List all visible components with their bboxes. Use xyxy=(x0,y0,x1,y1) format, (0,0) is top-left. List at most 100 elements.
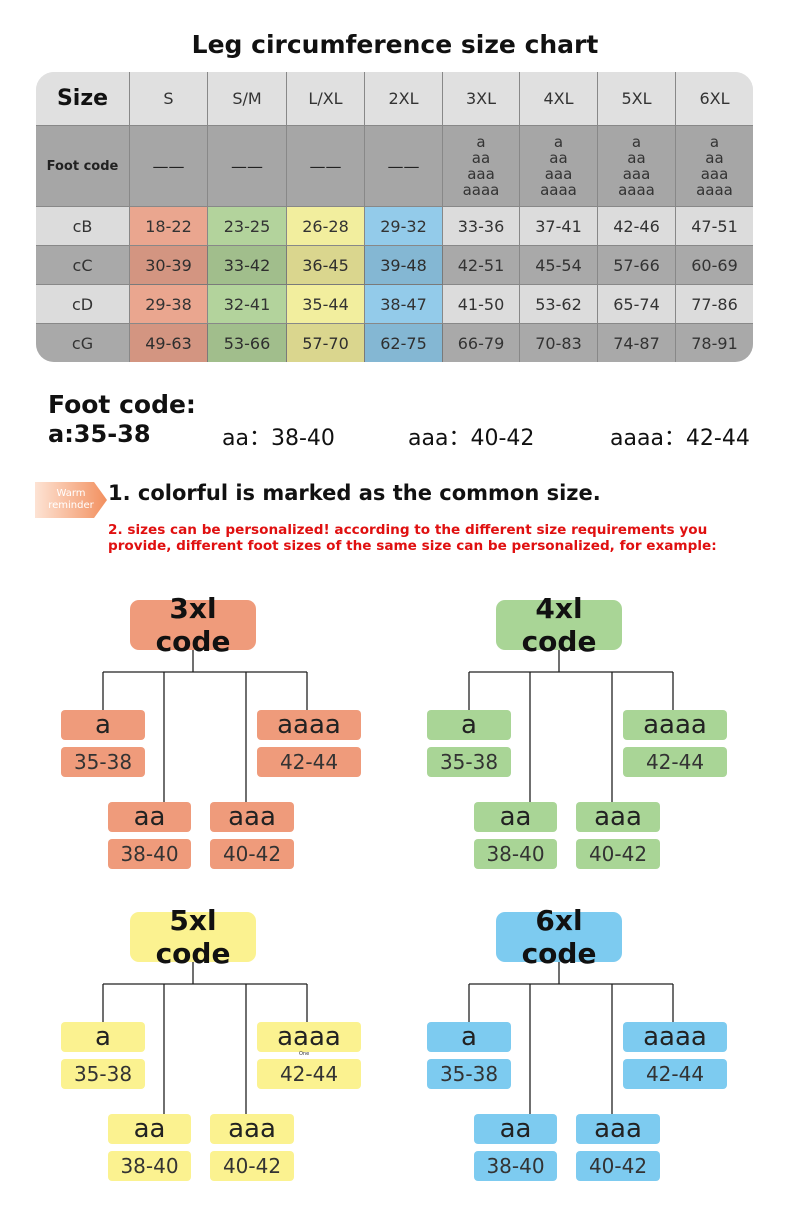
foot-code: aa xyxy=(705,149,724,167)
foot-code-cell: —— xyxy=(287,126,365,207)
foot-code-cell: a aa aaa aaaa xyxy=(520,126,598,207)
badge-text: Warm xyxy=(56,488,86,499)
leaf-code: aaa xyxy=(210,1114,294,1144)
foot-code: a xyxy=(709,133,720,151)
mark: One xyxy=(299,1051,310,1057)
size-range: 65-74 xyxy=(598,285,676,324)
leaf-code: aaa xyxy=(210,802,294,832)
row-label: cB xyxy=(36,207,130,246)
leaf-range: 38-40 xyxy=(474,839,557,869)
title: Leg circumference size chart xyxy=(191,29,599,59)
foot-code: aa xyxy=(471,149,491,167)
header-cell: S xyxy=(130,72,208,126)
foot-code-cell: a aa aaa aaaa xyxy=(598,126,676,207)
size-range: 37-41 xyxy=(520,207,598,246)
leaf-code: aaaa xyxy=(257,710,361,740)
header-cell: L/XL xyxy=(287,72,365,126)
leaf-range: 40-42 xyxy=(576,1151,660,1181)
foot-code: aaa xyxy=(700,165,729,183)
size-range: 53-62 xyxy=(520,285,598,324)
size-range: 18-22 xyxy=(130,207,208,246)
row-label: cC xyxy=(36,246,130,285)
code-title: 5xl code xyxy=(130,904,256,970)
size-range: 45-54 xyxy=(520,246,598,285)
size-range: 29-38 xyxy=(130,285,208,324)
foot-code-item: aa：38-40 xyxy=(222,426,335,451)
leaf-range: 42-44 xyxy=(257,1059,361,1089)
leaf-range: 40-42 xyxy=(210,1151,294,1181)
size-range: 23-25 xyxy=(208,207,287,246)
size-range: 30-39 xyxy=(130,246,208,285)
badge-text: reminder xyxy=(48,500,94,511)
leaf-code: aaa xyxy=(576,1114,660,1144)
header-cell: 6XL xyxy=(676,72,753,126)
size-range: 74-87 xyxy=(598,324,676,362)
size-range: 29-32 xyxy=(365,207,443,246)
size-range: 60-69 xyxy=(676,246,753,285)
size-range: 32-41 xyxy=(208,285,287,324)
foot-code-cell: a aa aaa aaaa xyxy=(443,126,520,207)
leaf-code: a xyxy=(61,710,145,740)
header-cell: 5XL xyxy=(598,72,676,126)
note: 1. colorful is marked as the common size… xyxy=(108,481,601,505)
foot-code: a xyxy=(631,133,642,151)
size-range: 47-51 xyxy=(676,207,753,246)
row-label: cD xyxy=(36,285,130,324)
leaf-range: 40-42 xyxy=(576,839,660,869)
foot-code-item: a:35-38 xyxy=(48,420,151,448)
code-title: 3xl code xyxy=(130,592,256,658)
size-range: 33-42 xyxy=(208,246,287,285)
foot-code-title: Foot code: xyxy=(48,390,196,419)
leaf-code: aa xyxy=(474,1114,557,1144)
size-range: 42-51 xyxy=(443,246,520,285)
size-table: Size S S/M L/XL 2XL 3XL 4XL 5XL 6XL Foot code —— ——… xyxy=(36,72,753,362)
size-range: 39-48 xyxy=(365,246,443,285)
foot-code-cell: —— xyxy=(130,126,208,207)
note: 2. sizes can be personalized! according … xyxy=(108,522,717,554)
leaf-range: 42-44 xyxy=(623,747,727,777)
leaf-code: aaaa xyxy=(257,1022,361,1052)
size-range: 49-63 xyxy=(130,324,208,362)
leaf-range: 38-40 xyxy=(108,1151,191,1181)
leaf-range: 42-44 xyxy=(623,1059,727,1089)
leaf-range: 35-38 xyxy=(61,747,145,777)
leaf-code: aaaa xyxy=(623,710,727,740)
size-range: 38-47 xyxy=(365,285,443,324)
leaf-range: 38-40 xyxy=(474,1151,557,1181)
leaf-range: 35-38 xyxy=(427,1059,511,1089)
foot-code-item: aaaa：42-44 xyxy=(610,426,750,451)
foot-code-cell: —— xyxy=(208,126,287,207)
foot-code: aaa xyxy=(467,165,495,183)
size-range: 41-50 xyxy=(443,285,520,324)
size-range: 66-79 xyxy=(443,324,520,362)
foot-code: aaaa xyxy=(540,181,577,199)
leaf-code: aa xyxy=(474,802,557,832)
reminder-badge: Warm reminder xyxy=(35,482,107,518)
leaf-range: 38-40 xyxy=(108,839,191,869)
foot-code: a xyxy=(476,133,486,151)
foot-code: aaaa xyxy=(696,181,733,199)
leaf-code: aaaa xyxy=(623,1022,727,1052)
leaf-code: aa xyxy=(108,1114,191,1144)
foot-code: aa xyxy=(627,149,646,167)
size-range: 53-66 xyxy=(208,324,287,362)
leaf-code: a xyxy=(61,1022,145,1052)
leaf-code: a xyxy=(427,710,511,740)
header-cell: S/M xyxy=(208,72,287,126)
foot-code: aaaa xyxy=(462,181,500,199)
code-title: 4xl code xyxy=(496,592,622,658)
foot-code-cell: —— xyxy=(365,126,443,207)
foot-code: aaa xyxy=(622,165,651,183)
leaf-code: aa xyxy=(108,802,191,832)
header-cell: 3XL xyxy=(443,72,520,126)
foot-code-cell: a aa aaa aaaa xyxy=(676,126,753,207)
header-cell: 4XL xyxy=(520,72,598,126)
leaf-range: 40-42 xyxy=(210,839,294,869)
foot-code: a xyxy=(553,133,564,151)
header-cell: 2XL xyxy=(365,72,443,126)
foot-code: aaaa xyxy=(618,181,655,199)
leaf-code: a xyxy=(427,1022,511,1052)
size-range: 42-46 xyxy=(598,207,676,246)
